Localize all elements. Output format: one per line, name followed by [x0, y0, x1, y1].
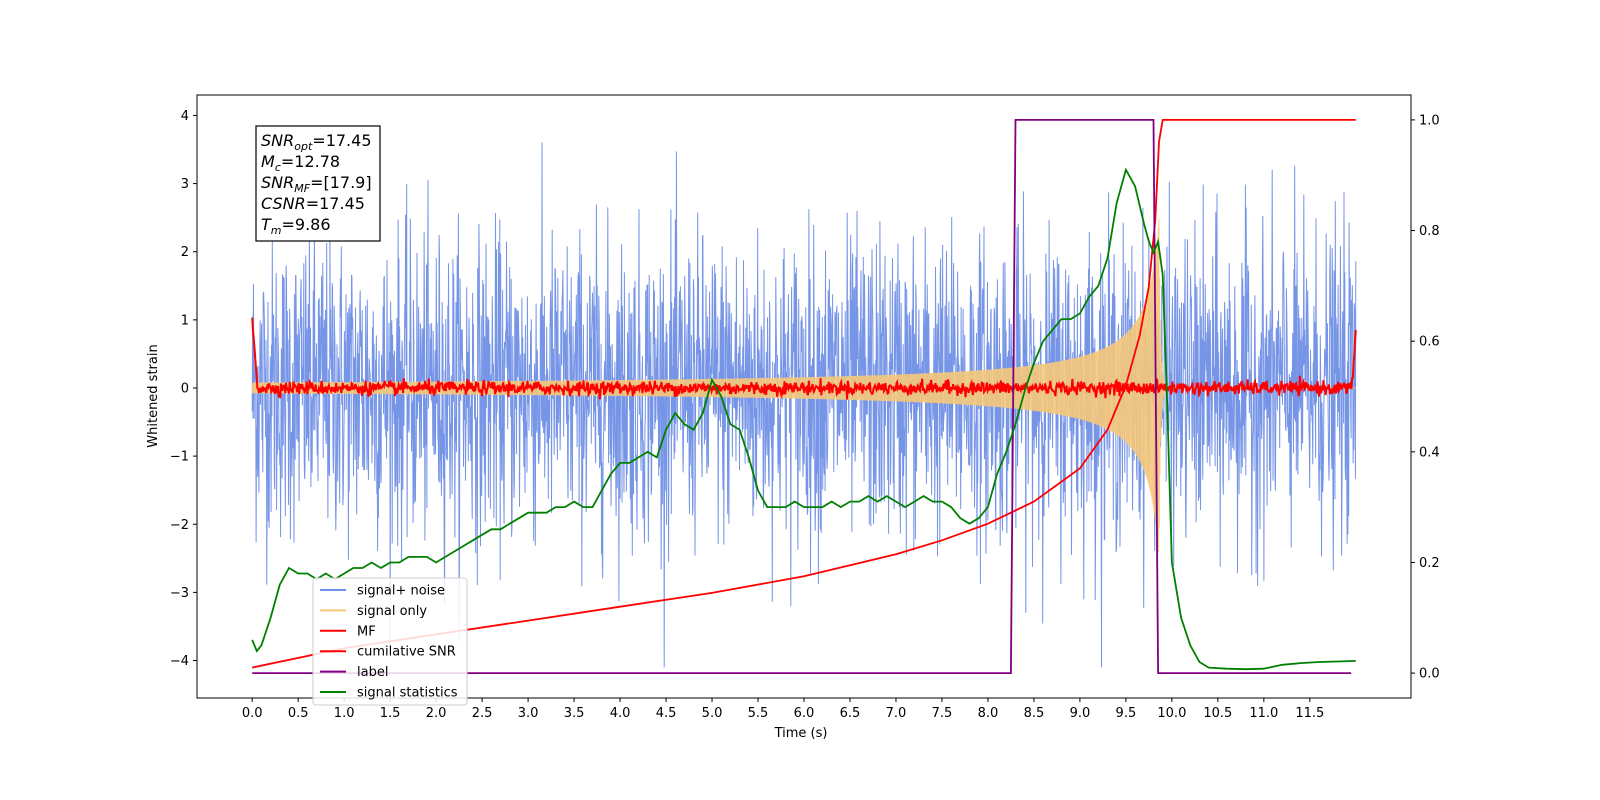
y-left-tick-label: −3 — [170, 586, 189, 601]
y-right-tick-label: 0.8 — [1419, 224, 1440, 239]
annotation-line: CSNR=17.45 — [261, 194, 365, 213]
legend: signal+ noise signal only MF cumilative SNR… — [312, 577, 468, 706]
x-tick-label: 3.5 — [564, 706, 585, 721]
annotation-line: Mc=12.78 — [261, 152, 340, 174]
legend-label-cumilative-snr: cumilative SNR — [357, 645, 456, 660]
y-left-tick-label: 4 — [181, 109, 189, 124]
y-right-tick-label: 0.4 — [1419, 445, 1440, 460]
annotation-line: SNRMF=[17.9] — [261, 173, 372, 195]
y-right-tick-label: 0.2 — [1419, 556, 1440, 571]
x-tick-label: 5.5 — [748, 706, 769, 721]
y-left-tick-label: −4 — [170, 654, 189, 669]
annotation-value: =17.45 — [312, 131, 371, 150]
annotation-frame — [255, 125, 381, 242]
axes: 0.0 0.5 1.0 1.5 2.0 2.5 3.0 3.5 4.0 4.5 5.0 5.5 6.0 6… — [170, 94, 1440, 721]
legend-label-label: label — [357, 665, 388, 680]
x-tick-label: 7.5 — [932, 706, 953, 721]
series-label-line — [252, 119, 1352, 674]
y-left-tick-label: −2 — [170, 518, 189, 533]
y-left-tick-label: 2 — [181, 245, 189, 260]
legend-label-signal-only: signal only — [357, 604, 427, 619]
annotation-subscript: m — [271, 224, 282, 237]
annotation-subscript: MF — [294, 182, 310, 195]
plot-area — [251, 119, 1357, 674]
annotation-subscript: c — [275, 161, 281, 174]
x-tick-label: 0.0 — [242, 706, 263, 721]
x-tick-label: 4.5 — [656, 706, 677, 721]
x-tick-label: 6.0 — [794, 706, 815, 721]
legend-label-signal-statistics: signal statistics — [357, 686, 458, 701]
legend-label-signal-noise: signal+ noise — [357, 584, 445, 599]
annotation-value: =[17.9] — [310, 173, 372, 192]
legend-frame — [312, 577, 468, 706]
x-tick-label: 2.5 — [472, 706, 493, 721]
series-mf-line — [251, 317, 1357, 400]
y-axis-label: Whitened strain — [146, 344, 161, 447]
x-tick-label: 4.0 — [610, 706, 631, 721]
x-tick-label: 7.0 — [886, 706, 907, 721]
annotation-symbol: T — [261, 215, 272, 234]
x-tick-label: 8.5 — [1024, 706, 1045, 721]
x-tick-label: 5.0 — [702, 706, 723, 721]
y-right-tick-label: 1.0 — [1419, 113, 1440, 128]
x-tick-label: 1.0 — [334, 706, 355, 721]
x-tick-label: 2.0 — [426, 706, 447, 721]
y-right-tick-label: 0.6 — [1419, 335, 1440, 350]
x-axis-label: Time (s) — [774, 726, 828, 741]
x-tick-label: 6.5 — [840, 706, 861, 721]
x-tick-label: 10.0 — [1157, 706, 1186, 721]
x-tick-label: 10.5 — [1203, 706, 1232, 721]
x-tick-label: 8.0 — [978, 706, 999, 721]
annotation-value: =12.78 — [281, 152, 340, 171]
annotation-line: SNRopt=17.45 — [261, 131, 372, 153]
annotation-box: SNRopt=17.45Mc=12.78SNRMF=[17.9]CSNR=17.… — [255, 125, 381, 242]
annotation-line: Tm=9.86 — [261, 215, 331, 237]
annotation-symbol: M — [261, 152, 275, 171]
x-tick-label: 9.0 — [1070, 706, 1091, 721]
series-signal-statistics-line — [251, 167, 1356, 671]
annotation-symbol: SNR — [261, 173, 294, 192]
x-tick-label: 3.0 — [518, 706, 539, 721]
x-tick-label: 11.5 — [1295, 706, 1324, 721]
x-tick-label: 1.5 — [380, 706, 401, 721]
legend-label-mf: MF — [357, 624, 376, 639]
x-tick-label: 11.0 — [1249, 706, 1278, 721]
y-left-tick-label: −1 — [170, 450, 189, 465]
annotation-value: =9.86 — [282, 215, 331, 234]
annotation-symbol: CSNR — [261, 194, 306, 213]
y-left-tick-label: 1 — [181, 313, 189, 328]
y-right-tick-label: 0.0 — [1419, 667, 1440, 682]
y-left-tick-label: 3 — [181, 177, 189, 192]
annotation-symbol: SNR — [261, 131, 294, 150]
x-tick-label: 9.5 — [1116, 706, 1137, 721]
annotation-value: =17.45 — [306, 194, 365, 213]
annotation-subscript: opt — [294, 140, 313, 153]
x-tick-label: 0.5 — [288, 706, 309, 721]
y-left-tick-label: 0 — [181, 381, 189, 396]
